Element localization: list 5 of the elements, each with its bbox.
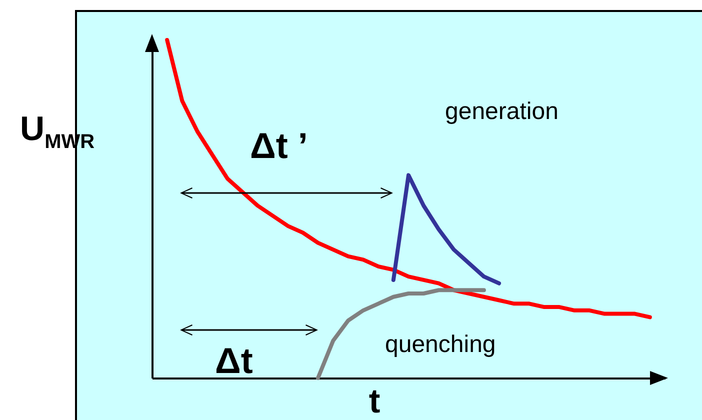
annotation: Δt ’ (250, 125, 308, 166)
annotation: generation (445, 98, 558, 125)
x-axis-title: t (368, 382, 380, 420)
annotation: quenching (385, 331, 496, 358)
annotation: Δt (215, 340, 253, 381)
